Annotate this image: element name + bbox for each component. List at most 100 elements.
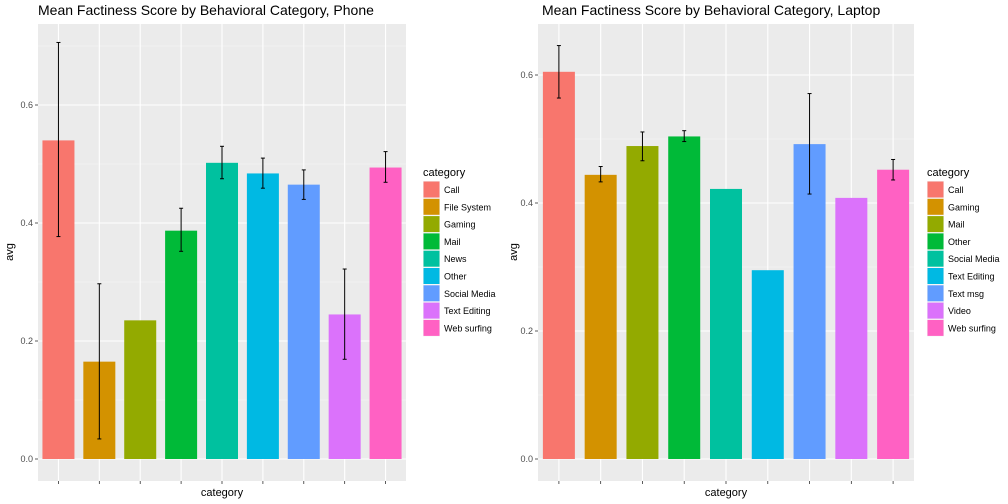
legend-item: Call [927,181,964,198]
legend-swatch [423,250,440,267]
x-axis-ticks [558,481,894,484]
legend-item: Call [423,181,460,198]
legend-item: Social Media [927,250,1000,268]
laptop-chart-panel: Mean Factiness Score by Behavioral Categ… [504,0,1008,504]
bar-text-editing [751,270,784,459]
legend-swatch [927,181,944,198]
legend-title: category [423,167,466,179]
legend-swatch [927,198,944,215]
error-bar-other [682,130,687,143]
error-bar-call [556,45,561,99]
chart-title: Mean Factiness Score by Behavioral Categ… [38,2,374,18]
legend-label: Text Editing [444,306,491,316]
y-axis-ticks: 0.0 0.2 0.4 0.6 [20,100,38,464]
legend-swatch [423,181,440,198]
x-axis-title: category [705,487,748,499]
legend-item: Text Editing [423,302,491,320]
legend-swatch [423,233,440,250]
legend-label: Text Editing [948,272,995,282]
legend-label: Mail [948,220,965,230]
legend-item: Social Media [423,284,496,302]
legend-item: Web surfing [423,319,492,337]
bars [542,71,910,460]
phone-chart: Mean Factiness Score by Behavioral Categ… [4,2,496,499]
x-axis-title: category [201,487,244,499]
legend-label: Mail [444,237,461,247]
legend-label: Gaming [948,202,980,212]
error-bars [56,41,388,440]
legend-label: News [444,254,467,264]
bar-social-media [710,188,742,460]
legend-swatch [927,216,944,233]
legend: category Call File System Gaming Mail News Ot… [423,167,496,337]
legend-label: Text msg [948,289,984,299]
legend-swatch [927,302,944,319]
legend-item: Mail [423,232,461,250]
legend-title: category [927,167,970,179]
bar-other [246,173,279,459]
bar-social-media [287,184,320,459]
bar-gaming [584,174,617,459]
y-tick-label: 0.0 [520,454,533,464]
y-tick-label: 0.0 [20,454,33,464]
legend-swatch [423,268,440,284]
legend-swatch [927,285,944,302]
legend-item: Video [927,302,971,320]
legend-swatch [423,285,440,302]
bar-text-msg [793,144,826,459]
error-bar-call [56,41,61,238]
chart-title: Mean Factiness Score by Behavioral Categ… [542,2,880,18]
error-bars [556,45,896,195]
bar-mail [165,230,198,459]
bar-mail [626,146,659,460]
legend-swatch [423,216,440,233]
legend-label: File System [444,202,491,212]
legend-item: Gaming [927,198,980,216]
legend-swatch [927,233,944,250]
legend-item: Gaming [423,215,476,233]
y-tick-label: 0.2 [520,326,533,336]
legend-item: Mail [927,215,965,233]
legend: category Call Gaming Mail Other Social Media… [927,167,1000,337]
legend-item: Text Editing [927,267,995,285]
legend-swatch [927,319,944,336]
legend-label: Other [948,237,971,247]
legend-label: Other [444,272,467,282]
legend-swatch [423,302,440,319]
error-bar-social-media [301,169,306,200]
bar-web-surfing [369,167,402,460]
legend-swatch [423,319,440,336]
y-tick-label: 0.6 [20,100,33,110]
bar-other [668,136,701,459]
legend-label: Gaming [444,220,476,230]
error-bar-mail [640,131,645,162]
y-tick-label: 0.2 [20,336,33,346]
legend-label: Call [444,185,460,195]
bar-call [542,71,575,460]
error-bar-web-surfing [891,158,896,181]
error-bar-news [220,145,224,180]
legend-label: Social Media [948,254,1000,264]
legend-item: News [423,250,467,268]
legend-label: Web surfing [444,323,492,333]
legend-swatch [423,198,440,215]
legend-item: File System [423,198,491,216]
legend-label: Social Media [444,289,496,299]
error-bar-text-editing [342,268,347,360]
bar-news [206,162,238,459]
legend-swatch [927,250,944,267]
bar-video [835,197,868,459]
x-axis-ticks [58,481,386,484]
y-axis-ticks: 0.0 0.2 0.4 0.6 [520,70,538,464]
y-tick-label: 0.6 [520,70,533,80]
error-bar-mail [179,207,184,252]
legend-item: Other [423,267,467,285]
legend-item: Web surfing [927,319,996,337]
y-tick-label: 0.4 [520,198,533,208]
y-tick-label: 0.4 [20,218,33,228]
y-axis-title: avg [508,243,520,261]
error-bar-web-surfing [383,151,388,183]
legend-swatch [927,268,944,284]
legend-label: Video [948,306,971,316]
y-axis-title: avg [4,243,16,261]
